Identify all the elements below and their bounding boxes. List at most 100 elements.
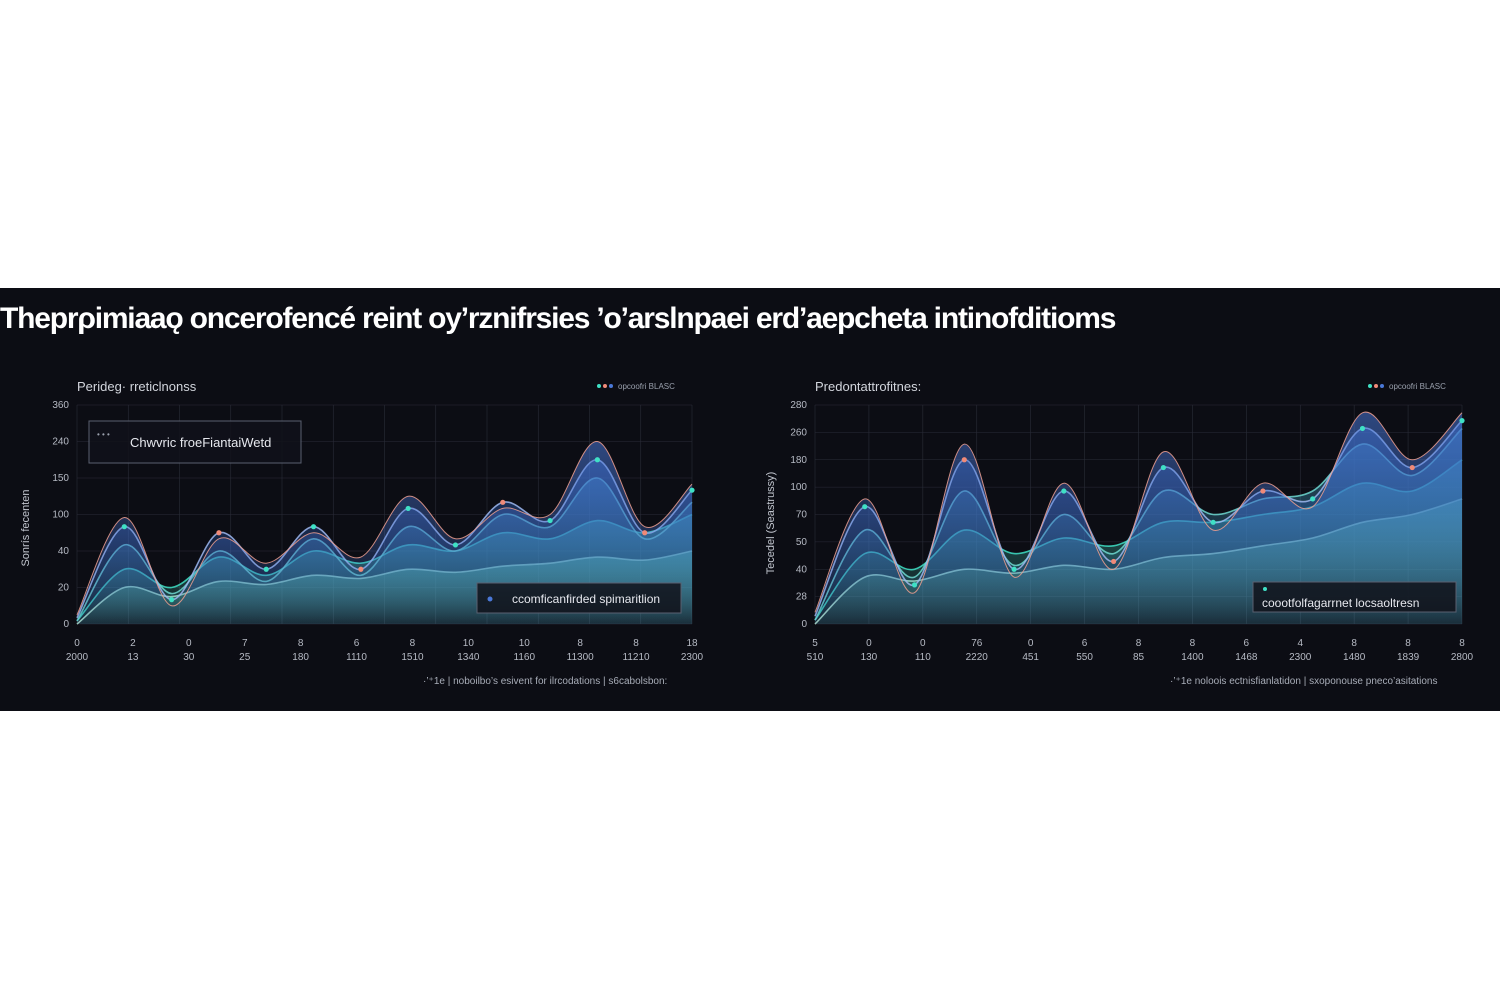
annotation-text: ccomficanfirded spimaritlion	[512, 592, 660, 606]
x-tick-label: 1160	[514, 652, 536, 663]
x-tick-label: 8	[1459, 638, 1465, 649]
data-point	[1359, 425, 1366, 432]
data-point	[263, 566, 269, 572]
y-tick-label: 280	[790, 400, 807, 411]
data-point	[452, 542, 459, 548]
y-tick-label: 100	[52, 510, 69, 521]
x-tick-label: 451	[1022, 652, 1039, 663]
data-point	[169, 597, 175, 603]
x-tick-label: 10	[519, 638, 531, 649]
x-tick-label: 2	[130, 638, 136, 649]
x-tick-label: 1400	[1181, 652, 1204, 663]
x-tick-label: 4	[1297, 638, 1303, 649]
annotation-box-bottom: coootfolfagarrnet locsaoltresn	[1252, 581, 1457, 613]
y-tick-label: 40	[58, 546, 70, 557]
x-tick-label: 1468	[1235, 652, 1258, 663]
x-tick-label: 11300	[567, 652, 595, 663]
chart-panel-left: Peridеg· rreticlnonss Sonrís fecenten op…	[20, 379, 704, 687]
data-point	[1160, 464, 1166, 471]
x-tick-label: 8	[1190, 638, 1196, 649]
x-tick-label: 1110	[346, 652, 367, 663]
x-tick-label: 11210	[623, 652, 651, 663]
legend-dot	[597, 384, 601, 388]
x-tick-label: 0	[1028, 638, 1034, 649]
chart-title: Peridеg· rreticlnonss	[77, 379, 197, 394]
chart-footer: ·’⁺1e | noboilbo’s esivent for ilrcodati…	[423, 676, 667, 687]
x-tick-label: 8	[577, 638, 583, 649]
annotation-text: coootfolfagarrnet locsaoltresn	[1262, 596, 1419, 610]
x-tick-label: 10	[463, 638, 475, 649]
page-headline: Theprρimiaaǫ oncerofencé reint oy’rzni…	[0, 302, 1116, 335]
x-tick-label: 510	[807, 652, 824, 663]
data-point	[1011, 566, 1017, 572]
data-point	[216, 530, 222, 536]
series-area	[815, 412, 1462, 624]
x-tick-label: 8	[1405, 638, 1411, 649]
x-tick-label: 2300	[681, 652, 704, 663]
x-tick-label: 8	[410, 638, 416, 649]
annotation-dot	[487, 596, 493, 602]
legend-dot	[603, 384, 607, 388]
x-tick-label: 1510	[401, 652, 424, 663]
y-tick-label: 50	[796, 537, 808, 548]
y-axis-label: Tecedel (Seastrussy)	[765, 472, 777, 575]
legend-dot	[1368, 384, 1372, 388]
x-tick-label: 0	[74, 638, 80, 649]
y-tick-label: 240	[52, 437, 69, 448]
x-tick-label: 0	[866, 638, 872, 649]
series-line	[814, 411, 1463, 613]
x-tick-label: 0	[186, 638, 192, 649]
data-point	[358, 566, 364, 572]
series-line	[76, 440, 693, 616]
legend-dot	[1380, 384, 1384, 388]
y-tick-label: 360	[52, 400, 69, 411]
x-tick-label: 180	[292, 652, 309, 663]
y-axis-label: Sonrís fecenten	[20, 489, 32, 566]
x-tick-label: 2000	[66, 652, 89, 663]
data-point	[547, 517, 553, 524]
x-tick-label: 0	[920, 638, 926, 649]
y-tick-label: 40	[796, 564, 808, 575]
legend-dot	[1374, 384, 1378, 388]
x-tick-label: 550	[1076, 652, 1093, 663]
legend-label: opcoofri BLASC	[1389, 382, 1446, 391]
chart-footer: ·’⁺1e noloois ectnisfianlatidon | sxopon…	[1170, 676, 1438, 687]
y-tick-label: 150	[52, 473, 69, 484]
chart-title: Predontattrofitnes:	[815, 379, 921, 394]
x-tick-label: 7	[242, 638, 248, 649]
x-tick-label: 18	[686, 638, 698, 649]
x-tick-label: 30	[183, 652, 195, 663]
x-tick-label: 2220	[966, 652, 989, 663]
data-point	[1459, 418, 1465, 424]
legend-label: opcoofri BLASC	[618, 382, 675, 391]
legend: opcoofri BLASC	[597, 382, 675, 391]
chart-panel-right: Predontattrofitnes: Tecedel (Seastrussy)…	[765, 379, 1474, 687]
x-tick-label: 8	[298, 638, 304, 649]
x-tick-label: 8	[1351, 638, 1357, 649]
data-point	[1210, 519, 1216, 525]
x-tick-label: 130	[861, 652, 878, 663]
y-tick-label: 0	[63, 619, 69, 630]
annotation-dot	[1263, 587, 1267, 591]
y-tick-label: 20	[58, 583, 70, 594]
data-point	[862, 504, 868, 510]
annotation-text: Chwvric froeFiantaiWetd	[130, 435, 271, 450]
data-point	[1260, 488, 1266, 494]
x-tick-label: 2800	[1451, 652, 1474, 663]
x-tick-label: 1839	[1397, 652, 1420, 663]
x-tick-label: 2300	[1289, 652, 1312, 663]
legend-dot	[609, 384, 613, 388]
annotation-box-top: • • • Chwvric froeFiantaiWetd	[88, 420, 302, 464]
annotation-box-bottom: ccomficanfirded spimaritlion	[476, 582, 682, 614]
data-point	[1061, 488, 1067, 494]
data-point	[121, 524, 127, 530]
series-area	[77, 441, 692, 624]
y-tick-label: 260	[790, 427, 807, 438]
x-tick-label: 8	[1136, 638, 1142, 649]
x-tick-label: 5	[812, 638, 818, 649]
data-point	[310, 524, 317, 530]
data-point	[911, 582, 918, 588]
x-tick-label: 1480	[1343, 652, 1366, 663]
